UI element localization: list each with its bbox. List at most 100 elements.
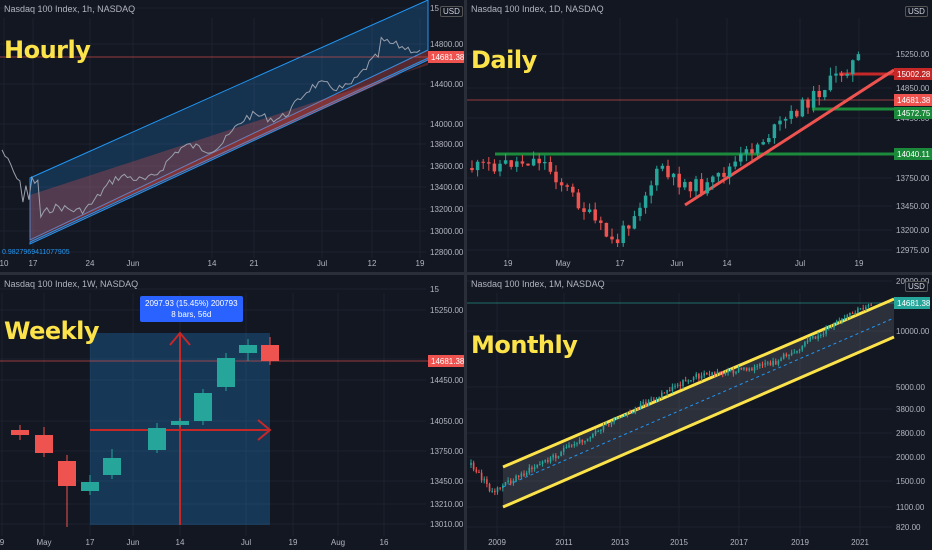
candle-up xyxy=(694,179,698,192)
candle-up xyxy=(638,207,642,217)
candle-up xyxy=(148,428,166,450)
price-tick-label: 14000.00 xyxy=(430,120,464,129)
candle-up xyxy=(690,380,692,382)
candle-up xyxy=(671,173,676,178)
date-tick-label: Jun xyxy=(127,259,140,268)
panel-divider-horizontal[interactable] xyxy=(0,272,932,275)
candle-down xyxy=(698,373,700,379)
price-tick-label: 13750.00 xyxy=(430,447,464,456)
candle-up xyxy=(809,337,811,341)
candle-down xyxy=(774,360,777,365)
daily-panel[interactable]: 15250.0014850.0014450.0013750.0013450.00… xyxy=(467,0,932,272)
price-tick-label: 15 xyxy=(430,4,439,13)
candle-down xyxy=(721,372,724,375)
hourly-panel[interactable]: 15 14800.00 14400.00 14000.00 13800.00 13600.… xyxy=(0,0,464,272)
price-tick-label: 1500.00 xyxy=(896,477,925,486)
price-tick-label: 14850.00 xyxy=(896,84,930,93)
date-tick-label: 17 xyxy=(29,259,38,268)
candle-up xyxy=(587,209,592,212)
monthly-panel[interactable]: 20000.0010000.005000.003800.002800.00200… xyxy=(467,275,932,550)
candle-down xyxy=(708,374,711,376)
weekly-label: Weekly xyxy=(4,317,100,345)
candle-up xyxy=(658,397,660,399)
candle-down xyxy=(480,472,483,481)
date-tick-label: May xyxy=(36,538,51,547)
candle-down xyxy=(261,345,279,361)
date-tick-label: 2017 xyxy=(730,538,748,547)
weekly-title: Nasdaq 100 Index, 1W, NASDAQ xyxy=(4,279,139,289)
candle-up xyxy=(621,416,623,418)
price-tick-label: 13750.00 xyxy=(896,174,930,183)
date-tick-label: 2013 xyxy=(611,538,629,547)
candle-up xyxy=(562,448,565,452)
candle-up xyxy=(838,320,841,322)
candle-up xyxy=(724,372,727,375)
upper-channel-line xyxy=(502,297,895,469)
candle-up xyxy=(817,335,819,339)
price-tick-label: 13400.00 xyxy=(430,183,464,192)
price-tick-label: 2800.00 xyxy=(896,429,925,438)
date-tick-label: 17 xyxy=(616,259,625,268)
candle-up xyxy=(744,149,749,154)
candle-up xyxy=(568,445,570,448)
candle-up xyxy=(811,90,816,108)
price-label-text: 15002.28 xyxy=(897,70,931,79)
hourly-label: Hourly xyxy=(4,36,91,64)
price-tick-label: 13010.00 xyxy=(430,520,464,529)
price-label-box xyxy=(428,355,464,367)
candle-down xyxy=(537,158,541,164)
candle-up xyxy=(671,386,674,392)
monthly-label: Monthly xyxy=(471,331,578,359)
price-tick-label: 15250.00 xyxy=(430,306,464,315)
candle-down xyxy=(11,430,29,435)
candle-down xyxy=(684,380,687,382)
candle-up xyxy=(504,482,507,486)
candle-up xyxy=(621,225,625,244)
candle-down xyxy=(751,368,753,371)
candle-down xyxy=(817,90,821,98)
price-tick-label: 12800.00 xyxy=(430,248,464,257)
candle-up xyxy=(81,482,99,491)
price-series xyxy=(1,36,421,219)
daily-chart[interactable]: 15250.0014850.0014450.0013750.0013450.00… xyxy=(467,0,932,272)
candle-down xyxy=(839,73,844,76)
candle-down xyxy=(645,401,647,406)
candle-up xyxy=(727,370,729,373)
candle-up xyxy=(777,360,780,365)
candle-up xyxy=(217,358,235,387)
candle-up xyxy=(533,467,536,470)
weekly-chart[interactable]: 1515250.0014850.0014450.0014050.0013750.… xyxy=(0,275,464,550)
candle-up xyxy=(755,144,760,154)
panel-divider-vertical[interactable] xyxy=(464,0,467,550)
price-tick-label: 13450.00 xyxy=(896,202,930,211)
hourly-currency[interactable]: USD xyxy=(440,6,463,17)
candle-up xyxy=(525,472,528,476)
date-tick-label: Jun xyxy=(127,538,140,547)
candle-up xyxy=(716,371,719,375)
hourly-title: Nasdaq 100 Index, 1h, NASDAQ xyxy=(4,4,136,14)
monthly-chart[interactable]: 20000.0010000.005000.003800.002800.00200… xyxy=(467,275,932,550)
candle-up xyxy=(859,308,862,310)
candle-up xyxy=(780,358,782,361)
candle-down xyxy=(862,308,864,310)
price-label-text: 14681.38 xyxy=(431,53,464,62)
candle-up xyxy=(767,138,771,143)
daily-title: Nasdaq 100 Index, 1D, NASDAQ xyxy=(471,4,604,14)
price-tick-label: 3800.00 xyxy=(896,405,925,414)
hourly-chart[interactable]: 15 14800.00 14400.00 14000.00 13800.00 13600.… xyxy=(0,0,464,272)
price-tick-label: 13000.00 xyxy=(430,227,464,236)
candle-up xyxy=(643,195,648,208)
upper-channel xyxy=(29,0,429,241)
weekly-panel[interactable]: 1515250.0014850.0014450.0014050.0013750.… xyxy=(0,275,464,550)
candle-down xyxy=(769,362,772,366)
candle-up xyxy=(748,368,751,371)
daily-currency[interactable]: USD xyxy=(905,6,928,17)
candle-up xyxy=(655,168,659,186)
date-tick-label: 19 xyxy=(504,259,513,268)
candle-up xyxy=(589,437,592,439)
monthly-currency[interactable]: USD xyxy=(905,281,928,292)
candle-up xyxy=(737,367,740,372)
candle-up xyxy=(520,473,523,477)
candle-down xyxy=(814,336,817,339)
candle-down xyxy=(599,220,603,223)
